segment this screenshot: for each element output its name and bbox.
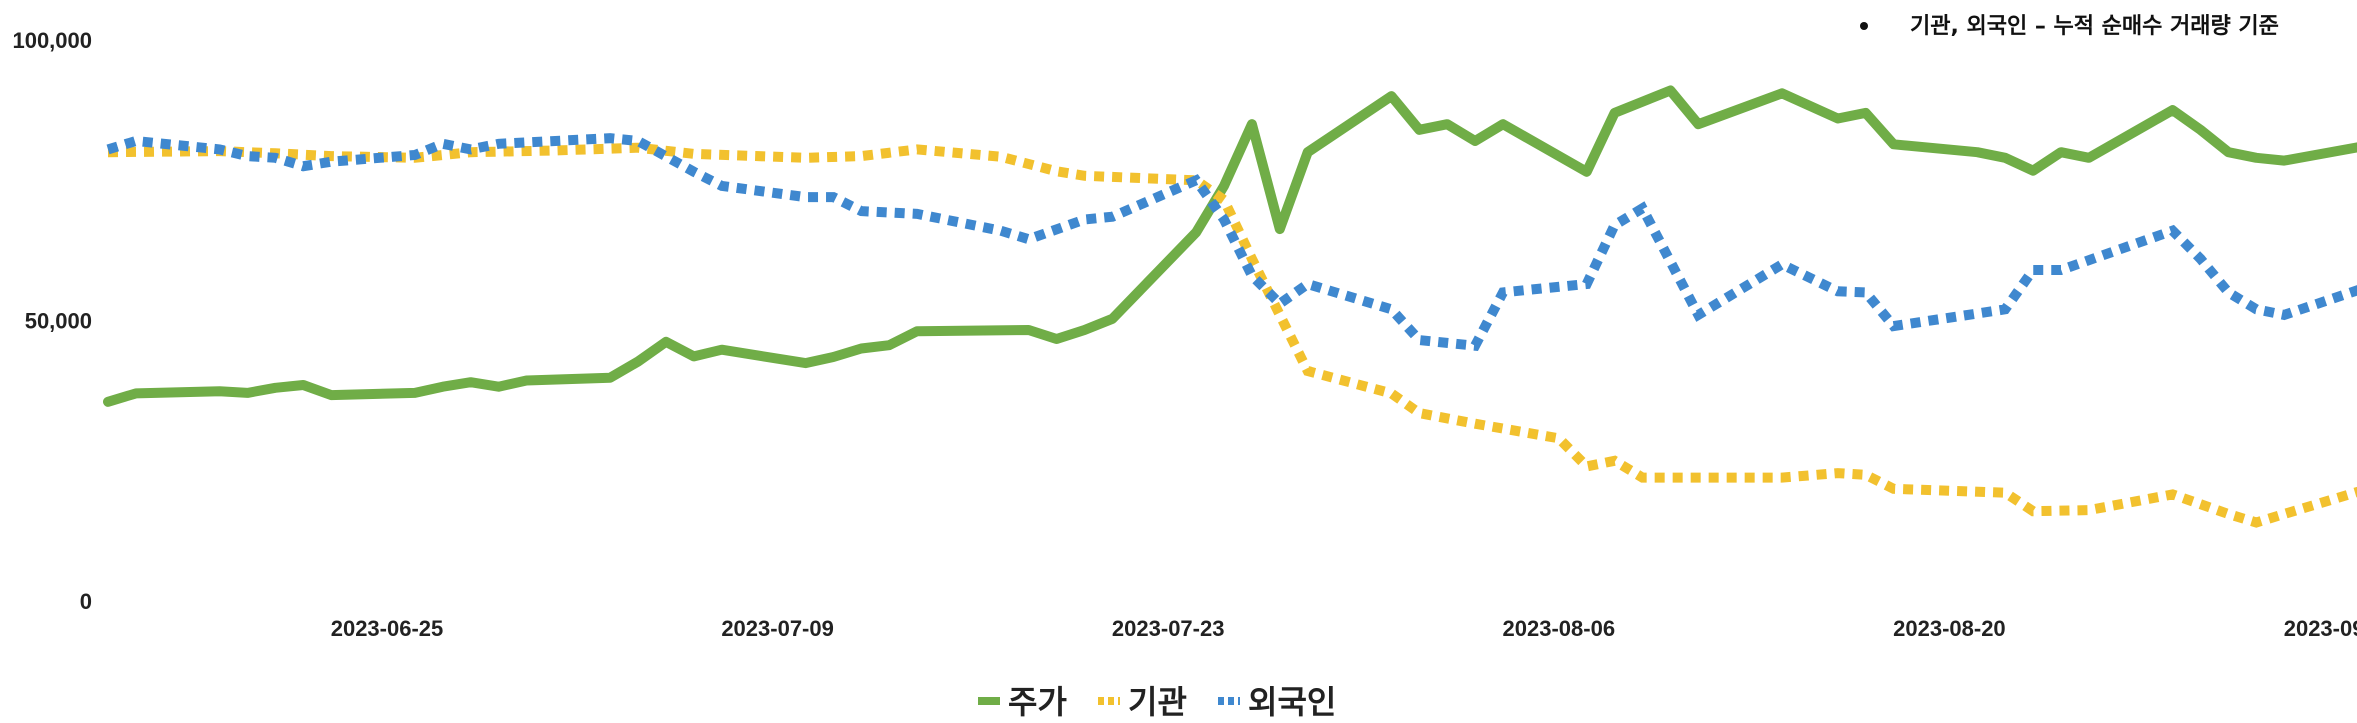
- legend-label: 기관: [1128, 683, 1187, 721]
- legend-item: 기관: [1098, 683, 1187, 721]
- annotation-text: 기관, 외국인 – 누적 순매수 거래량 기준: [1910, 14, 2279, 39]
- x-tick-label: 2023-08-20: [1893, 616, 2006, 641]
- x-tick-label: 2023-08-06: [1503, 616, 1616, 641]
- series-line-foreigner: [106, 133, 2357, 352]
- chart-annotation: 기관, 외국인 – 누적 순매수 거래량 기준: [1860, 14, 2279, 39]
- y-tick-label: 50,000: [25, 309, 92, 334]
- x-tick-label: 2023-06-25: [331, 616, 444, 641]
- x-axis: 2023-06-25 2023-07-09 2023-07-23 2023-08-06…: [331, 616, 2357, 641]
- x-tick-label: 2023-07-09: [721, 616, 834, 641]
- annotation-bullet: [1860, 22, 1868, 30]
- legend-item: 외국인: [1218, 683, 1336, 721]
- legend-item: 주가: [978, 683, 1067, 721]
- plot-area: [103, 85, 2357, 528]
- legend: 주가 기관 외국인: [978, 683, 1336, 721]
- y-tick-label: 0: [80, 589, 92, 614]
- x-tick-label: 2023-07-23: [1112, 616, 1225, 641]
- legend-label: 외국인: [1248, 683, 1336, 721]
- series-line-institution: [107, 142, 2357, 528]
- x-tick-label: 2023-09-03: [2284, 616, 2357, 641]
- legend-label: 주가: [1008, 683, 1067, 721]
- y-tick-label: 100,000: [12, 28, 92, 53]
- y-axis: 100,000 50,000 0: [12, 28, 92, 614]
- series-line-price: [103, 85, 2357, 407]
